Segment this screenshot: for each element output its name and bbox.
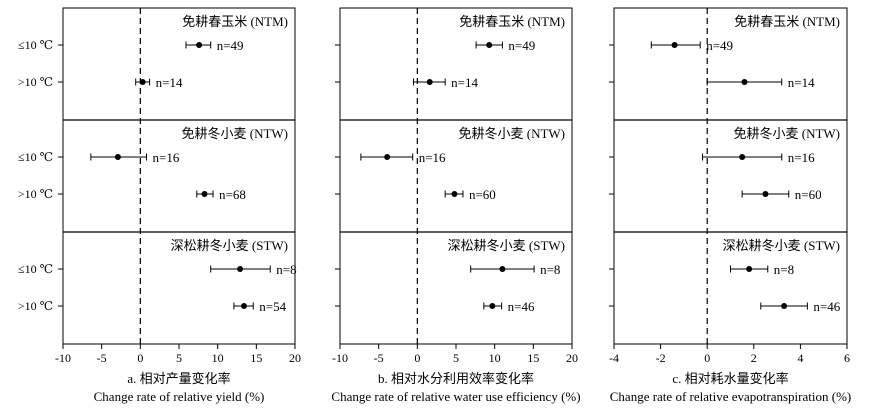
mean-point xyxy=(384,154,391,160)
mean-point xyxy=(746,266,753,272)
x-tick-label: -2 xyxy=(656,351,666,365)
panel-frame xyxy=(339,7,573,345)
n-label: n=49 xyxy=(508,38,535,53)
n-label: n=8 xyxy=(276,262,296,277)
group-title: 深松耕冬小麦 (STW) xyxy=(171,238,288,253)
mean-point xyxy=(489,303,496,309)
group-title: 免耕春玉米 (NTM) xyxy=(182,14,288,29)
row-label: >10 ℃ xyxy=(18,75,53,89)
x-tick-label: 20 xyxy=(566,351,578,365)
row-label: >10 ℃ xyxy=(18,187,53,201)
panel-caption-en: Change rate of relative yield (%) xyxy=(94,389,265,404)
mean-point xyxy=(739,154,746,160)
n-label: n=8 xyxy=(774,262,794,277)
x-tick-label: 15 xyxy=(250,351,262,365)
row-label: ≤10 ℃ xyxy=(18,38,53,52)
n-label: n=60 xyxy=(795,187,822,202)
x-tick-label: 0 xyxy=(704,351,710,365)
mean-point xyxy=(741,79,748,85)
x-tick-label: -5 xyxy=(97,351,107,365)
group-title: 深松耕冬小麦 (STW) xyxy=(448,238,565,253)
group-title: 免耕春玉米 (NTM) xyxy=(459,14,565,29)
mean-point xyxy=(671,42,678,48)
n-label: n=8 xyxy=(540,262,560,277)
x-tick-label: 2 xyxy=(751,351,757,365)
mean-point xyxy=(114,154,121,160)
n-label: n=60 xyxy=(469,187,496,202)
panel-caption-zh: b. 相对水分利用效率变化率 xyxy=(378,371,534,386)
row-label: ≤10 ℃ xyxy=(18,262,53,276)
n-label: n=46 xyxy=(813,299,840,314)
row-label: >10 ℃ xyxy=(18,299,53,313)
row-label: ≤10 ℃ xyxy=(18,150,53,164)
n-label: n=16 xyxy=(419,150,446,165)
mean-point xyxy=(196,42,203,48)
x-tick-label: -10 xyxy=(55,351,71,365)
group-title: 免耕冬小麦 (NTW) xyxy=(181,126,288,141)
mean-point xyxy=(451,191,458,197)
n-label: n=46 xyxy=(508,299,535,314)
x-tick-label: 0 xyxy=(137,351,143,365)
chart-panel-2: -10 -5 0 5 10 15 20 免耕春玉米 (NTM) n=49 n=14 免耕冬小麦 (N… xyxy=(331,7,581,404)
x-tick-label: 10 xyxy=(212,351,224,365)
n-label: n=54 xyxy=(259,299,286,314)
x-tick-label: 4 xyxy=(797,351,803,365)
x-tick-label: -5 xyxy=(374,351,384,365)
mean-point xyxy=(499,266,506,272)
mean-point xyxy=(201,191,208,197)
mean-point xyxy=(426,79,433,85)
n-label: n=16 xyxy=(153,150,180,165)
x-tick-label: 20 xyxy=(289,351,301,365)
n-label: n=49 xyxy=(706,38,733,53)
x-tick-label: -4 xyxy=(609,351,619,365)
group-title: 免耕春玉米 (NTM) xyxy=(734,14,840,29)
x-tick-label: 5 xyxy=(453,351,459,365)
mean-point xyxy=(762,191,769,197)
x-tick-label: 15 xyxy=(527,351,539,365)
group-title: 免耕冬小麦 (NTW) xyxy=(458,126,565,141)
chart-panel-3: -4 -2 0 2 4 6 免耕春玉米 (NTM)n=49 n=14 免耕冬小麦 (NTW) n=… xyxy=(609,7,851,404)
x-tick-label: 6 xyxy=(844,351,850,365)
panel-caption-en: Change rate of relative water use effici… xyxy=(331,389,580,404)
panel-frame xyxy=(62,7,296,345)
panel-caption-zh: a. 相对产量变化率 xyxy=(127,371,230,386)
mean-point xyxy=(486,42,493,48)
n-label: n=49 xyxy=(217,38,244,53)
mean-point xyxy=(781,303,788,309)
group-title: 深松耕冬小麦 (STW) xyxy=(723,238,840,253)
mean-point xyxy=(237,266,244,272)
n-label: n=16 xyxy=(788,150,815,165)
x-tick-label: 5 xyxy=(176,351,182,365)
panel-caption-zh: c. 相对耗水量变化率 xyxy=(672,371,788,386)
mean-point xyxy=(139,79,146,85)
panel-caption-en: Change rate of relative evapotranspirati… xyxy=(610,389,851,404)
x-tick-label: -10 xyxy=(332,351,348,365)
n-label: n=68 xyxy=(219,187,246,202)
panel-frame xyxy=(613,7,848,345)
n-label: n=14 xyxy=(451,75,478,90)
mean-point xyxy=(240,303,247,309)
x-tick-label: 0 xyxy=(414,351,420,365)
group-title: 免耕冬小麦 (NTW) xyxy=(733,126,840,141)
n-label: n=14 xyxy=(788,75,815,90)
n-label: n=14 xyxy=(156,75,183,90)
x-tick-label: 10 xyxy=(489,351,501,365)
chart-panel-1: -10 -5 0 5 10 15 20 免耕春玉米 (NTM) ≤10 ℃ n=49 >10 ℃ n=… xyxy=(18,7,301,404)
